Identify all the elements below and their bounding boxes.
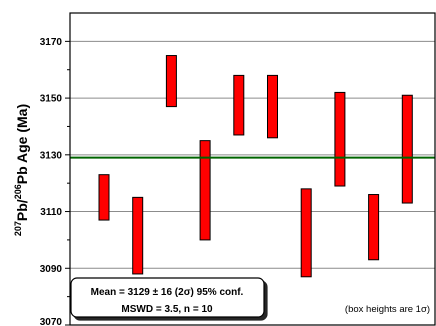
y-axis-ticks (65, 40, 70, 326)
plot-frame (69, 12, 436, 326)
error-box (368, 194, 380, 261)
stats-box: Mean = 3129 ± 16 (2σ) 95% conf. MSWD = 3… (70, 277, 265, 318)
y-tick-label: 3150 (40, 94, 63, 105)
grid-lines (70, 40, 435, 269)
stats-mean-text: Mean = 3129 ± 16 (2σ) 95% conf. (91, 287, 244, 298)
error-box (300, 188, 312, 278)
stats-mswd-text: MSWD = 3.5, n = 10 (121, 304, 213, 315)
error-box (98, 174, 110, 221)
y-axis-label-sup2: 206 (13, 184, 23, 199)
error-box (233, 74, 245, 136)
error-boxes (98, 55, 413, 278)
y-axis-label-part2: Pb Age (Ma) (14, 104, 30, 184)
error-box (267, 74, 278, 139)
y-axis-label-sup1: 207 (13, 221, 23, 236)
y-tick-label: 3130 (40, 150, 63, 161)
y-axis-label: 207Pb/206Pb Age (Ma) (13, 104, 30, 236)
y-tick-label: 3090 (40, 264, 63, 275)
stats-box-frame (70, 277, 265, 318)
y-tick-label: 3070 (40, 317, 63, 326)
error-box (165, 55, 177, 108)
y-axis-tick-labels: 3070 3090 3110 3130 3150 3170 (40, 37, 63, 326)
y-tick-label: 3170 (40, 37, 63, 48)
error-box (132, 196, 144, 275)
error-box (334, 91, 346, 187)
error-box (401, 94, 413, 204)
y-axis-label-part1: Pb/ (14, 199, 30, 221)
error-box (199, 140, 211, 241)
box-height-note: (box heights are 1σ) (345, 304, 430, 315)
y-tick-label: 3110 (40, 207, 62, 218)
